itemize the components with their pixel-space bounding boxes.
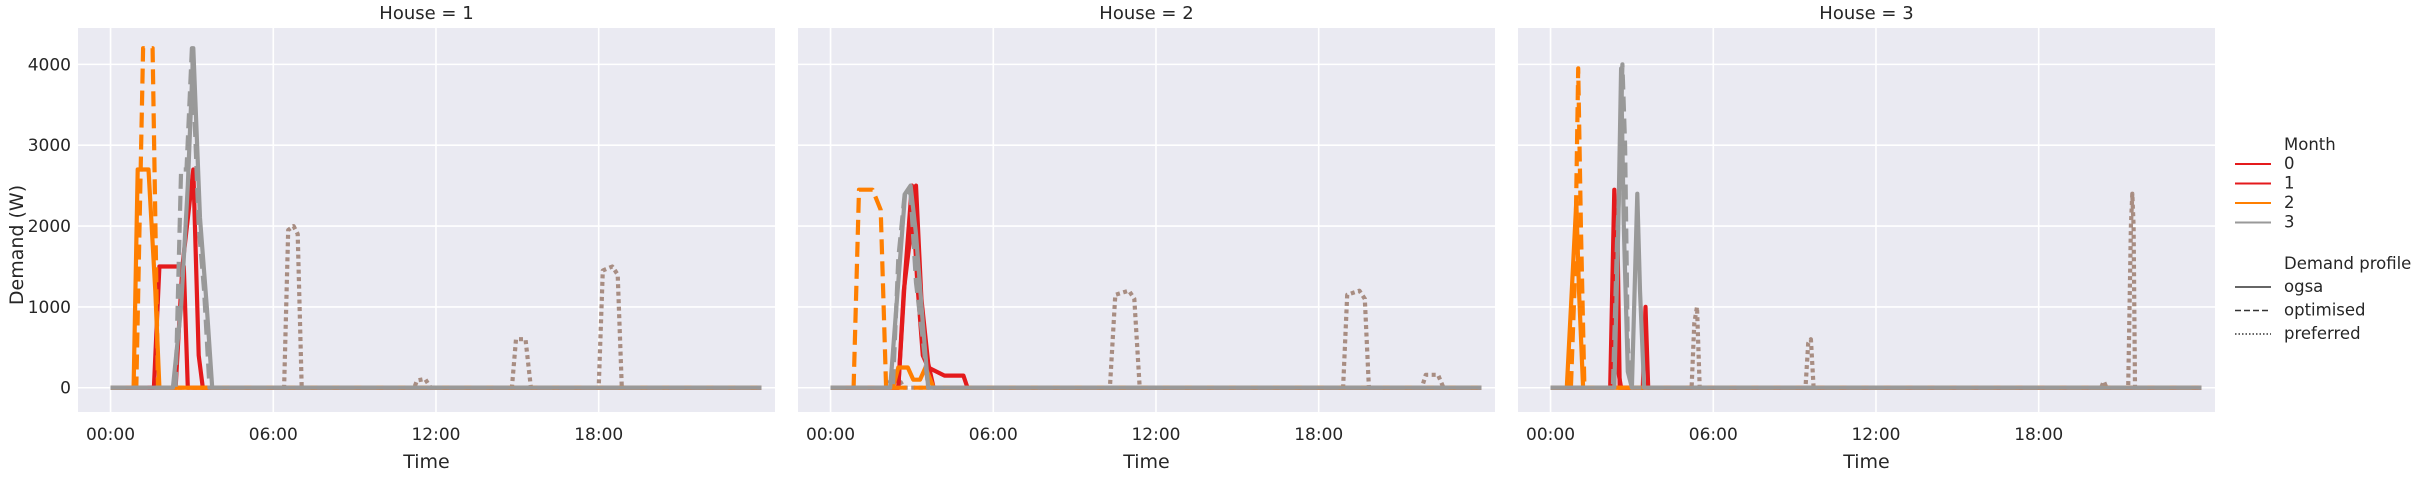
series-line-month-3-preferred	[1550, 191, 2202, 390]
x-tick-label: 18:00	[574, 425, 623, 445]
x-tick-label: 06:00	[249, 425, 298, 445]
series-group	[1550, 62, 2202, 390]
series-line-month-3-ogsa	[830, 183, 1482, 390]
legend-hue-title: Month	[2284, 135, 2336, 154]
x-tick-label: 00:00	[1526, 425, 1575, 445]
legend-label: 3	[2284, 213, 2295, 232]
legend-entry-month-1: 1	[2235, 174, 2295, 193]
x-tick-label: 18:00	[2014, 425, 2063, 445]
legend-label: optimised	[2284, 301, 2366, 320]
y-axis-label: Demand (W)	[6, 185, 28, 305]
y-tick-label: 3000	[28, 136, 71, 156]
series-line-month-2-optimised	[1550, 66, 2202, 390]
x-tick-label: 00:00	[806, 425, 855, 445]
x-axis-label: Time	[402, 451, 450, 473]
series-group	[830, 183, 1482, 390]
legend-entry-ogsa: ogsa	[2235, 277, 2323, 296]
x-axis-label: Time	[1842, 451, 1890, 473]
legend-entry-month-0: 0	[2235, 154, 2295, 173]
panel-1: House = 1 00:00 06:00 12:00 18:00 0 1000 2000 30…	[28, 3, 775, 473]
legend-label: 0	[2284, 154, 2295, 173]
y-tick-label: 0	[60, 379, 71, 399]
x-tick-label: 06:00	[969, 425, 1018, 445]
panel-title: House = 1	[379, 3, 473, 24]
legend-entry-month-2: 2	[2235, 193, 2295, 212]
legend-entry-month-3: 3	[2235, 213, 2295, 232]
x-tick-label: 12:00	[411, 425, 460, 445]
panel-background	[78, 28, 775, 412]
x-tick-label: 12:00	[1851, 425, 1900, 445]
panel-3: House = 3 00:00 06:00 12:00 18:00 Time	[1518, 3, 2215, 473]
legend-label: 2	[2284, 193, 2295, 212]
y-tick-label: 4000	[28, 55, 71, 75]
series-line-month-3-preferred	[110, 224, 762, 390]
legend-style-entries: ogsa optimised preferred	[2235, 277, 2366, 343]
series-line-month-3-ogsa	[110, 46, 762, 390]
series-group	[110, 46, 762, 390]
x-axis-label: Time	[1122, 451, 1170, 473]
x-tick-label: 12:00	[1131, 425, 1180, 445]
x-tick-label: 06:00	[1689, 425, 1738, 445]
legend-label: ogsa	[2284, 277, 2323, 296]
x-tick-label: 18:00	[1294, 425, 1343, 445]
legend-entry-preferred: preferred	[2235, 324, 2361, 343]
series-line-month-3-ogsa	[1550, 66, 2202, 390]
legend-entry-optimised: optimised	[2235, 301, 2366, 320]
panel-title: House = 3	[1819, 3, 1913, 24]
y-tick-label: 2000	[28, 217, 71, 237]
panel-2: House = 2 00:00 06:00 12:00 18:00 Time	[798, 3, 1495, 473]
legend-style-title: Demand profile	[2284, 254, 2411, 273]
panel-title: House = 2	[1099, 3, 1193, 24]
y-tick-label: 1000	[28, 298, 71, 318]
x-tick-label: 00:00	[86, 425, 135, 445]
legend-label: 1	[2284, 174, 2295, 193]
panels-layer: House = 1 00:00 06:00 12:00 18:00 0 1000 2000 30…	[28, 3, 2215, 473]
legend-label: preferred	[2284, 324, 2361, 343]
